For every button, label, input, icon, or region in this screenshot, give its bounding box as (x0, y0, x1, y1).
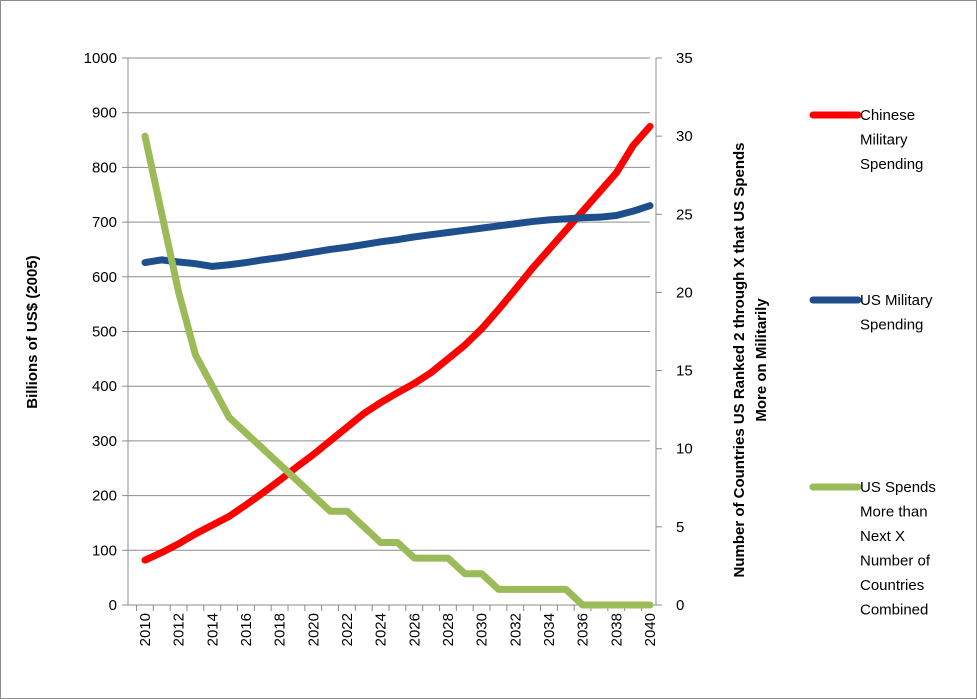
legend-label: Chinese Military Spending (860, 107, 923, 173)
y-tick-label: 900 (92, 105, 117, 122)
y2-axis-title: Number of Countries US Ranked 2 through … (731, 142, 770, 577)
x-tick-label: 2022 (339, 613, 356, 646)
legend-label-line: More than (860, 504, 928, 521)
right-y-axis-ticks: 0 5 10 15 20 25 30 35 (656, 50, 693, 614)
y2-axis-title-line: More on Militarily (753, 298, 770, 422)
y-tick-label: 200 (92, 488, 117, 505)
y-tick-label: 0 (109, 597, 117, 614)
series-line-chinese-military-spending (141, 122, 654, 564)
left-y-axis-ticks: 0 100 200 300 400 500 600 700 800 900 1000 (84, 50, 128, 614)
legend-label-line: Spending (860, 156, 923, 173)
y2-tick-label: 15 (676, 363, 693, 380)
y2-tick-label: 30 (676, 128, 693, 145)
x-tick-label: 2028 (440, 613, 457, 646)
x-axis-ticks: 2010 2012 2014 2016 2018 2020 2022 2024 2026 2028… (136, 605, 659, 646)
y-tick-label: 1000 (84, 50, 117, 67)
x-tick-label: 2034 (541, 613, 558, 646)
y-tick-label: 800 (92, 159, 117, 176)
x-tick-label: 2014 (204, 613, 221, 646)
legend: Chinese Military Spending US Military Spendi… (809, 107, 936, 619)
y-tick-label: 500 (92, 324, 117, 341)
x-tick-label: 2016 (238, 613, 255, 646)
y2-tick-label: 10 (676, 441, 693, 458)
y-axis-title: Billions of US$ (2005) (24, 255, 41, 408)
x-tick-label: 2012 (171, 613, 188, 646)
y2-tick-label: 25 (676, 206, 693, 223)
x-tick-label: 2032 (507, 613, 524, 646)
x-tick-label: 2038 (608, 613, 625, 646)
y-tick-label: 100 (92, 542, 117, 559)
y2-tick-label: 5 (676, 519, 684, 536)
x-tick-label: 2030 (474, 613, 491, 646)
legend-label-line: US Military (860, 292, 933, 309)
y2-tick-label: 20 (676, 284, 693, 301)
legend-label-line: Countries (860, 577, 924, 594)
legend-label: US Spends More than Next X Number of Countri… (860, 479, 936, 619)
gridlines (128, 57, 650, 606)
x-tick-label: 2010 (137, 613, 154, 646)
y-tick-label: 400 (92, 378, 117, 395)
series-line-us-military-spending (141, 202, 654, 270)
x-tick-label: 2026 (406, 613, 423, 646)
x-tick-label: 2018 (272, 613, 289, 646)
legend-label-line: Military (860, 132, 908, 149)
y-tick-label: 700 (92, 214, 117, 231)
y2-axis-title-text: Number of Countries US Ranked 2 through … (731, 142, 770, 577)
y2-axis-title-line: Number of Countries US Ranked 2 through … (731, 142, 748, 577)
legend-label-line: Chinese (860, 107, 915, 124)
y2-tick-label: 35 (676, 50, 693, 67)
y-tick-label: 300 (92, 433, 117, 450)
x-tick-label: 2024 (373, 613, 390, 646)
series-line-us-spends-more-than-next-x-number-of-countries-combined (141, 132, 654, 609)
x-tick-label: 2040 (642, 613, 659, 646)
legend-label-line: US Spends (860, 479, 936, 496)
legend-label-line: Next X (860, 528, 905, 545)
series-lines (141, 122, 654, 609)
legend-label-line: Spending (860, 317, 923, 334)
legend-label-line: Number of (860, 553, 931, 570)
y-tick-label: 600 (92, 269, 117, 286)
legend-label: US Military Spending (860, 292, 933, 334)
x-tick-label: 2036 (575, 613, 592, 646)
y2-tick-label: 0 (676, 597, 684, 614)
x-tick-label: 2020 (305, 613, 322, 646)
legend-label-line: Combined (860, 602, 928, 619)
